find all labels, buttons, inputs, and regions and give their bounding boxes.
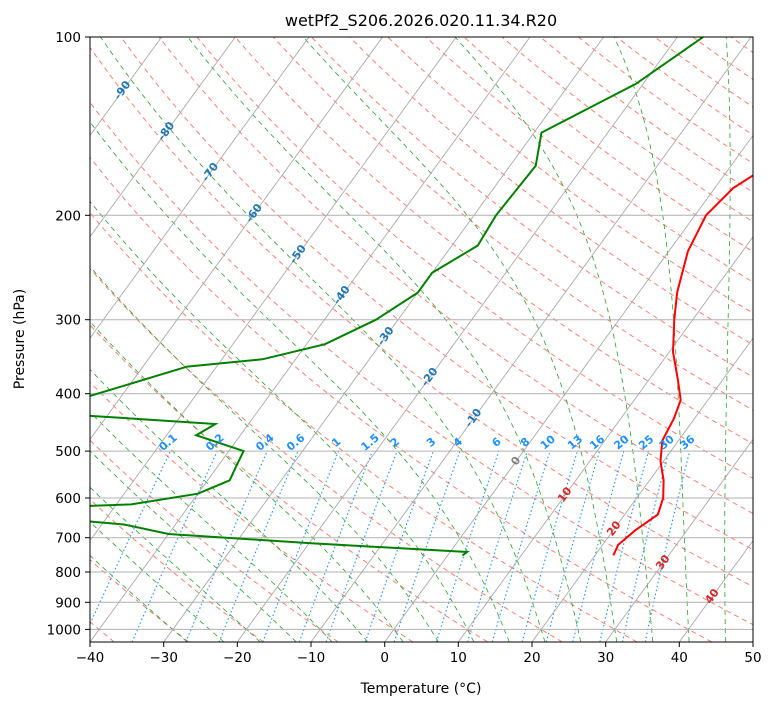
- dry-adiabat-line: [90, 324, 488, 642]
- dry-adiabat-line: [120, 37, 753, 551]
- mixing-ratio-line: [131, 450, 218, 642]
- isotherm-line: [457, 236, 753, 642]
- mixing-ratio-line: [298, 450, 373, 642]
- dry-adiabat-line: [90, 46, 753, 588]
- isotherm-line: [90, 37, 531, 642]
- pressure-gridlines: [90, 37, 753, 630]
- mixing-ratio-line: [185, 450, 268, 642]
- moist-adiabat-line: [100, 37, 546, 642]
- dry-adiabat-line: [90, 498, 264, 642]
- dry-adiabat-line: [501, 37, 753, 223]
- dry-adiabat-line: [463, 37, 753, 253]
- sounding-series: [90, 37, 753, 557]
- isotherm-line: [531, 337, 753, 642]
- isotherm-line: [310, 37, 752, 642]
- isotherm-line: [236, 37, 678, 642]
- x-tick-label: −20: [223, 650, 252, 666]
- y-tick-label: 300: [55, 313, 81, 329]
- isotherm-line: [90, 37, 383, 441]
- dry-adiabat-line: [234, 37, 753, 445]
- temperature-line: [612, 174, 753, 556]
- y-axis-label: Pressure (hPa): [12, 289, 28, 389]
- isotherm-line: [384, 134, 753, 642]
- x-tick-label: 0: [380, 650, 389, 666]
- x-tick-label: −10: [297, 650, 326, 666]
- moist-adiabat-line: [90, 321, 404, 642]
- x-tick-label: 20: [523, 650, 540, 666]
- isotherm-line: [90, 37, 457, 542]
- x-axis-label: Temperature (°C): [360, 681, 482, 697]
- mixing-ratio-line: [644, 450, 691, 642]
- dry-adiabat-line: [90, 101, 753, 626]
- moist-adiabat-line: [613, 37, 690, 642]
- isotherm-line: [605, 438, 753, 642]
- y-axis-ticks: 100 200 300 400 500 600 700 800 900 1000: [47, 30, 90, 638]
- moist-adiabat-line: [90, 266, 439, 642]
- mixing-ratio-line: [621, 450, 670, 642]
- x-tick-label: 50: [744, 650, 761, 666]
- mixing-ratio-line: [325, 450, 398, 642]
- y-tick-label: 700: [55, 531, 81, 547]
- dry-adiabat-line: [90, 212, 638, 642]
- isotherm-line: [90, 37, 236, 238]
- moist-adiabat-line: [90, 121, 510, 642]
- moist-adiabat-line: [724, 37, 731, 642]
- plot-frame: [89, 36, 754, 643]
- dewpoint-line: [90, 37, 704, 557]
- y-tick-label: 800: [55, 565, 81, 581]
- y-tick-label: 100: [55, 30, 81, 46]
- mixing-ratio-line: [364, 450, 434, 642]
- mixing-ratio-line: [599, 450, 650, 642]
- x-tick-label: −30: [149, 650, 178, 666]
- mixing-ratio-line: [435, 450, 500, 642]
- x-axis-ticks: −40 −30 −20 −10 0 10 20 30 40 50: [76, 642, 762, 666]
- dry-adiabat-line: [539, 37, 753, 193]
- dry-adiabat-line: [311, 37, 753, 378]
- dry-adiabat-line: [273, 37, 753, 411]
- mixing-ratio-line: [466, 450, 528, 642]
- x-tick-label: 30: [597, 650, 614, 666]
- x-tick-label: 40: [671, 650, 688, 666]
- chart-title: wetPf2_S206.2026.020.11.34.R20: [285, 11, 557, 31]
- moist-adiabat-line: [90, 200, 475, 642]
- y-tick-label: 900: [55, 595, 81, 611]
- moist-adiabat-line: [90, 411, 333, 642]
- isotherm-line: [163, 37, 604, 642]
- moist-adiabat-line: [90, 555, 188, 642]
- mixing-ratio-line: [521, 450, 578, 642]
- mixing-ratio-lines: [90, 450, 691, 642]
- y-tick-label: 200: [55, 208, 81, 224]
- moist-adiabat-line: [454, 37, 654, 642]
- y-tick-label: 1000: [47, 622, 81, 638]
- mixing-ratio-line: [218, 450, 299, 642]
- moist-adiabat-line: [90, 368, 369, 642]
- mixing-ratio-line: [545, 450, 601, 642]
- dry-adiabat-line: [158, 37, 753, 515]
- y-tick-label: 500: [55, 444, 81, 460]
- x-tick-label: −40: [76, 650, 105, 666]
- dry-adiabat-line: [90, 156, 712, 642]
- mixing-ratio-line: [572, 450, 625, 642]
- y-tick-label: 400: [55, 387, 81, 403]
- moist-adiabat-line: [90, 521, 225, 642]
- isotherm-line: [90, 37, 310, 339]
- x-tick-label: 10: [450, 650, 467, 666]
- mixing-ratio-line: [262, 450, 340, 642]
- y-tick-label: 600: [55, 491, 81, 507]
- isotherm-lines: [90, 37, 753, 642]
